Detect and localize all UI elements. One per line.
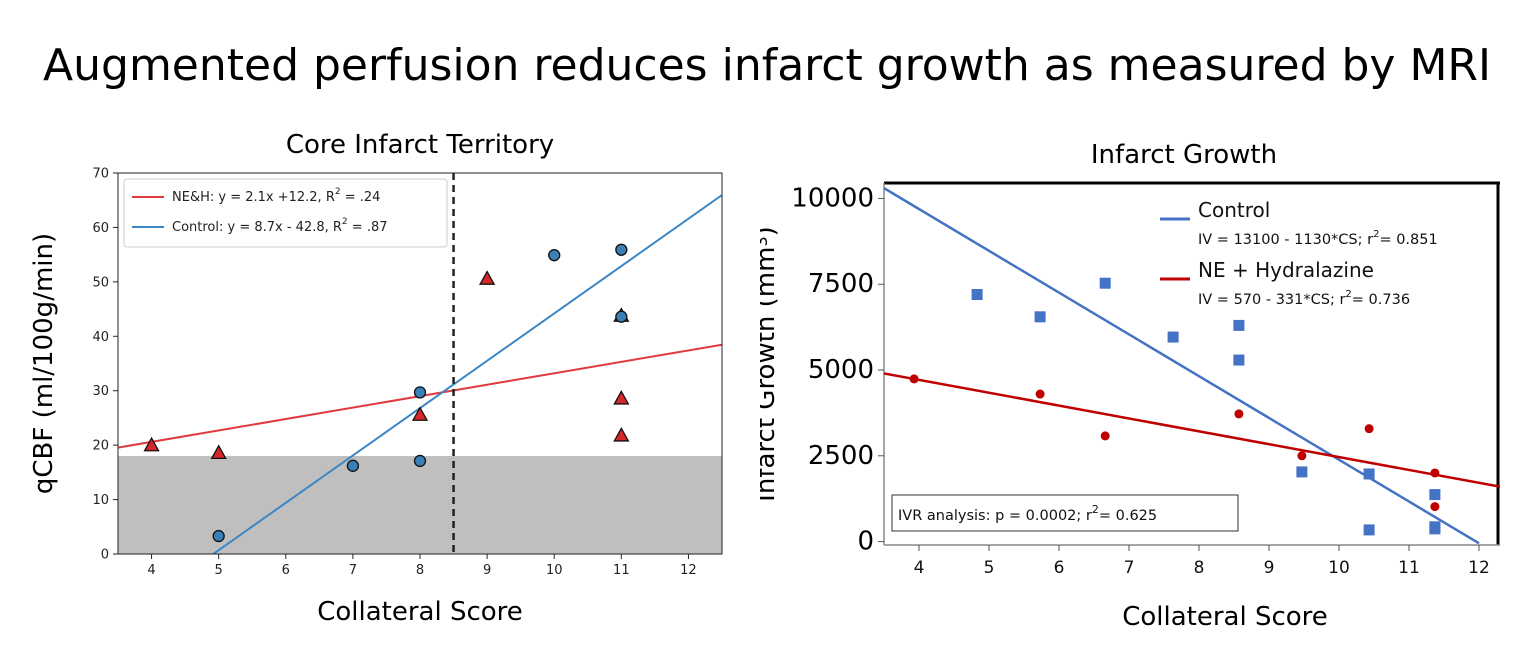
x-tick-label: 12 bbox=[1468, 558, 1490, 578]
x-tick-label: 5 bbox=[984, 558, 995, 578]
point-neh bbox=[613, 427, 630, 442]
point-neh bbox=[210, 444, 227, 460]
chart-core-infarct: Core Infarct Territory 4 5 6 7 8 9 10 11 12 0 10 20 3… bbox=[29, 130, 723, 627]
chart1-title: Core Infarct Territory bbox=[286, 130, 554, 160]
slide-title: Augmented perfusion reduces infarct grow… bbox=[43, 40, 1491, 91]
point-ne-hydralazine bbox=[1100, 431, 1110, 441]
x-tick-label: 6 bbox=[282, 563, 290, 578]
x-tick-label: 4 bbox=[914, 558, 925, 578]
x-tick-label: 11 bbox=[613, 563, 630, 578]
point-control bbox=[615, 310, 628, 323]
point-neh bbox=[411, 406, 429, 421]
point-control bbox=[1363, 468, 1375, 480]
point-ne-hydralazine bbox=[1297, 451, 1307, 461]
y-tick-label: 0 bbox=[101, 548, 109, 563]
shaded-region bbox=[118, 456, 722, 554]
y-tick-label: 70 bbox=[92, 167, 109, 182]
point-control bbox=[346, 459, 360, 472]
point-control bbox=[1099, 277, 1111, 289]
chart-infarct-growth: Infarct Growth 4 5 6 7 8 9 10 11 12 0 2500 5000 7500 1… bbox=[760, 140, 1500, 632]
point-control bbox=[212, 529, 225, 543]
legend-equation: IV = 570 - 331*CS; r2= 0.736 bbox=[1198, 289, 1410, 308]
legend-name: NE + Hydralazine bbox=[1198, 258, 1374, 282]
point-control bbox=[1034, 311, 1046, 323]
point-control bbox=[1233, 319, 1245, 331]
point-control bbox=[1363, 524, 1375, 536]
y-axis-label: Infarct Growth (mm3) bbox=[760, 226, 781, 502]
point-neh bbox=[613, 389, 630, 405]
point-control bbox=[413, 386, 427, 399]
x-tick-label: 10 bbox=[546, 563, 563, 578]
point-control bbox=[1233, 354, 1245, 366]
legend-equation: IV = 13100 - 1130*CS; r2= 0.851 bbox=[1198, 229, 1438, 248]
y-tick-label: 10000 bbox=[791, 183, 874, 213]
y-tick-label: 2500 bbox=[808, 441, 874, 471]
legend-name: Control bbox=[1198, 198, 1270, 222]
chart2-title: Infarct Growth bbox=[1091, 140, 1277, 170]
x-tick-label: 12 bbox=[680, 563, 697, 578]
x-tick-label: 7 bbox=[349, 563, 357, 578]
y-tick-label: 7500 bbox=[808, 269, 874, 299]
x-tick-label: 10 bbox=[1328, 558, 1350, 578]
point-control bbox=[413, 454, 427, 468]
point-neh bbox=[479, 270, 496, 285]
y-axis-label: qCBF (ml/100g/min) bbox=[29, 233, 59, 494]
point-ne-hydralazine bbox=[1234, 409, 1244, 419]
point-control bbox=[615, 243, 628, 256]
y-tick-label: 0 bbox=[857, 527, 874, 557]
point-control bbox=[971, 289, 983, 301]
point-neh bbox=[143, 436, 160, 452]
x-tick-label: 8 bbox=[1194, 558, 1205, 578]
point-ne-hydralazine bbox=[1430, 502, 1440, 512]
y-tick-label: 50 bbox=[92, 275, 109, 290]
x-tick-label: 9 bbox=[483, 563, 491, 578]
legend-label: Control: y = 8.7x - 42.8, R2 = .87 bbox=[172, 217, 388, 235]
legend-box bbox=[123, 178, 448, 248]
point-ne-hydralazine bbox=[1364, 424, 1374, 434]
annotation-box bbox=[891, 494, 1239, 532]
point-control bbox=[1167, 331, 1179, 343]
fit-line-ne-hydralazine bbox=[884, 372, 1500, 488]
x-axis-label: Collateral Score bbox=[317, 597, 523, 627]
y-tick-label: 40 bbox=[92, 330, 109, 345]
y-tick-label: 20 bbox=[92, 439, 109, 454]
x-tick-label: 9 bbox=[1264, 558, 1275, 578]
x-tick-label: 11 bbox=[1398, 558, 1420, 578]
legend-label: NE&H: y = 2.1x +12.2, R2 = .24 bbox=[172, 187, 380, 205]
point-control bbox=[1296, 466, 1308, 478]
point-ne-hydralazine bbox=[1035, 389, 1045, 399]
y-tick-label: 30 bbox=[92, 384, 109, 399]
point-ne-hydralazine bbox=[909, 374, 919, 384]
point-control bbox=[1429, 489, 1441, 501]
point-ne-hydralazine bbox=[1430, 468, 1440, 478]
x-tick-label: 6 bbox=[1054, 558, 1065, 578]
x-tick-label: 8 bbox=[416, 563, 424, 578]
annotation-text: IVR analysis: p = 0.0002; r2= 0.625 bbox=[898, 503, 1157, 524]
point-control bbox=[548, 249, 561, 262]
x-axis-label: Collateral Score bbox=[1122, 602, 1328, 632]
y-tick-label: 10 bbox=[92, 493, 109, 508]
x-tick-label: 7 bbox=[1124, 558, 1135, 578]
y-tick-label: 60 bbox=[92, 221, 109, 236]
y-tick-label: 5000 bbox=[808, 355, 874, 385]
x-tick-label: 5 bbox=[215, 563, 223, 578]
fit-line-control bbox=[884, 187, 1480, 545]
x-tick-label: 4 bbox=[147, 563, 155, 578]
point-control bbox=[1429, 523, 1441, 535]
